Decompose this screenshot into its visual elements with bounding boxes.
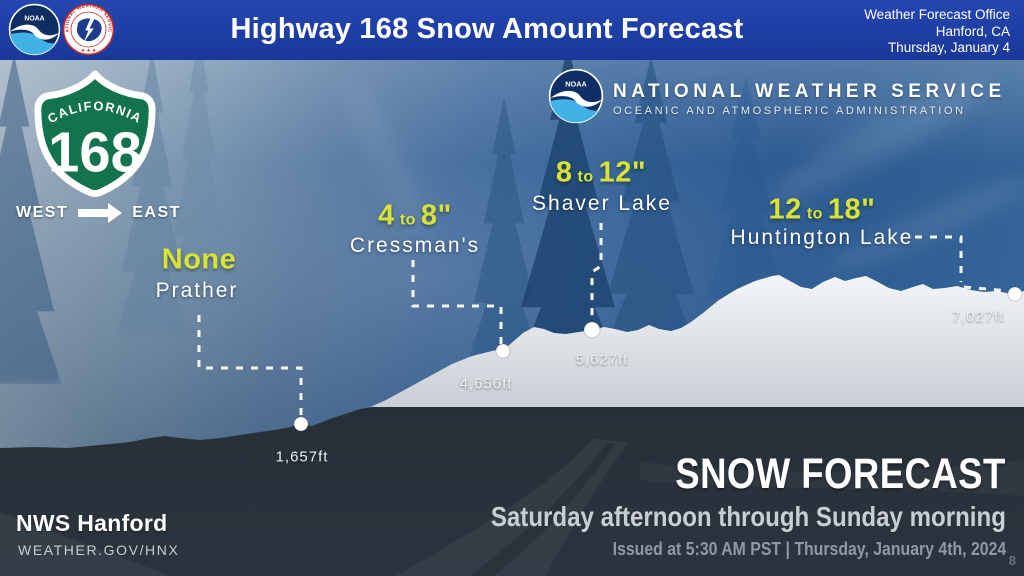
connector-huntington-2 [963,285,1010,293]
elevation-label-shaver: 5,627ft [575,351,629,369]
page-number: 8 [1008,553,1016,568]
elevation-dot-prather [293,416,309,432]
place-name-cressmans: Cressman's [349,234,481,257]
office-info-line2: Hanford, CA [935,23,1010,39]
place-name-huntington: Huntington Lake [730,226,914,249]
east-label: EAST [132,204,181,221]
nws-banner-title: NATIONAL WEATHER SERVICE [613,80,1006,102]
nws-banner-subtitle: OCEANIC AND ATMOSPHERIC ADMINISTRATION [613,104,966,117]
elevation-label-prather: 1,657ft [275,448,329,466]
elevation-label-huntington: 7,027ft [951,308,1005,326]
svg-text:NOAA: NOAA [24,15,44,22]
route-168-shield: CALIFORNIA 168 [26,70,164,203]
forecast-issued: Issued at 5:30 AM PST | Thursday, Januar… [612,539,1006,559]
scene: CALIFORNIA 168 WEST EAST NOAA [0,60,1024,576]
west-label: WEST [16,204,69,221]
noaa-logo-icon: NOAA [8,3,61,61]
page-title: Highway 168 Snow Amount Forecast [230,13,744,45]
forecast-title: SNOW FORECAST [675,450,1006,498]
svg-text:NOAA: NOAA [565,79,587,88]
nws-seal-icon: NATIONAL WEATHER SERVICE ★ ★ ★ [60,0,115,61]
place-name-prather: Prather [155,279,239,302]
footer-office: NWS Hanford WEATHER.GOV/HNX [16,510,179,558]
connector-lines [197,223,1023,432]
elevation-label-cressmans: 4,656ft [459,375,513,393]
office-info-line3: Thursday, January 4 [887,40,1010,55]
nws-banner: NOAA NATIONAL WEATHER SERVICE OCEANIC AN… [548,68,1006,129]
connector-huntington [915,235,963,282]
connector-cressmans [411,260,503,346]
svg-text:★ ★ ★: ★ ★ ★ [81,48,97,54]
elevation-dot-cressmans [495,343,511,359]
connector-shaver [590,223,603,322]
snow-mountain-profile [368,275,1024,422]
foreground-ridge [0,407,1024,576]
connector-prather [197,315,303,416]
office-name: NWS Hanford [16,510,168,536]
header-bar: NOAA NATIONAL WEATHER SERVICE ★ ★ ★ High… [0,0,1024,60]
office-info: Weather Forecast Office Hanford, CA Thur… [864,7,1010,57]
snow-amount-cressmans: 4 to 8" [378,199,452,232]
svg-text:168: 168 [48,120,142,183]
snow-amount-huntington: 12 to 18" [768,193,876,226]
elevation-dot-huntington [1007,286,1023,302]
east-arrow-icon [78,203,123,223]
snow-amount-shaver: 8 to 12" [555,156,647,189]
noaa-banner-logo-icon: NOAA [548,68,604,129]
road-shape [395,438,628,576]
forecast-panel: SNOW FORECAST Saturday afternoon through… [407,450,1006,560]
office-info-line1: Weather Forecast Office [864,7,1010,22]
office-url: WEATHER.GOV/HNX [18,542,180,558]
forecast-period: Saturday afternoon through Sunday mornin… [490,501,1006,532]
snow-amount-prather: None [161,243,237,276]
place-name-shaver: Shaver Lake [532,192,672,215]
direction-indicator: WEST EAST [16,203,181,223]
elevation-dot-shaver [583,321,601,339]
